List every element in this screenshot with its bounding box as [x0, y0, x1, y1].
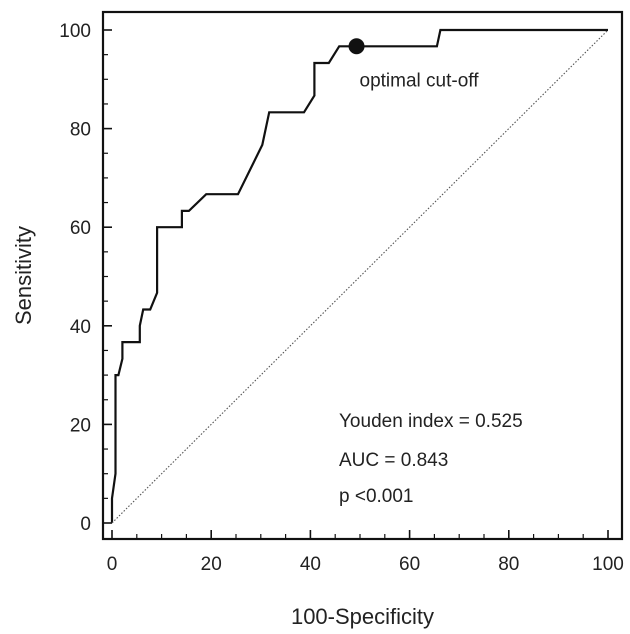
stat-annotation: Youden index = 0.525 — [339, 411, 523, 432]
y-tick-label: 0 — [80, 514, 91, 535]
x-tick-label: 20 — [201, 554, 222, 575]
x-tick-label: 40 — [300, 554, 321, 575]
reference-diagonal-line — [111, 29, 609, 524]
x-axis-title: 100-Specificity — [291, 604, 434, 629]
optimal-cutoff-marker — [348, 38, 365, 55]
y-tick-label: 40 — [70, 317, 91, 338]
x-tick-label: 60 — [399, 554, 420, 575]
x-tick-label: 0 — [107, 554, 118, 575]
y-tick-label: 80 — [70, 120, 91, 141]
y-tick-label: 100 — [59, 21, 91, 42]
x-tick-label: 80 — [498, 554, 519, 575]
optimal-cutoff-label: optimal cut-off — [360, 70, 480, 91]
plot-frame — [101, 10, 624, 541]
stat-annotation: AUC = 0.843 — [339, 450, 448, 471]
y-axis-title: Sensitivity — [11, 226, 36, 325]
stat-annotation: p <0.001 — [339, 486, 414, 507]
roc-curve — [110, 28, 608, 523]
y-tick-label: 60 — [70, 218, 91, 239]
y-tick-label: 20 — [70, 415, 91, 436]
x-tick-label: 100 — [592, 554, 624, 575]
